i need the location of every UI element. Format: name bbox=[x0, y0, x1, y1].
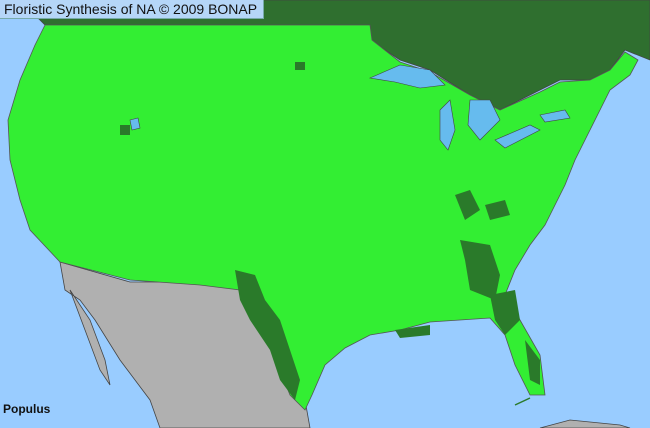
florida-keys bbox=[514, 397, 531, 406]
dark-county-patches bbox=[120, 62, 540, 400]
great-lakes bbox=[129, 64, 571, 151]
caribbean-island bbox=[539, 419, 631, 428]
map-title: Floristic Synthesis of NA © 2009 BONAP bbox=[0, 0, 265, 19]
taxon-label: Populus bbox=[3, 402, 51, 416]
